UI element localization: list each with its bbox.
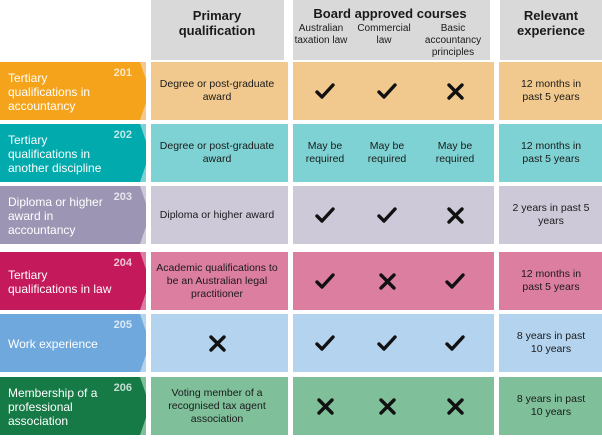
board-course-cell [356,377,418,435]
board-course-cell [296,377,354,435]
primary-qualification-text: Academic qualifications to be an Austral… [156,261,278,300]
check-icon [377,206,397,224]
column-divider [146,0,151,440]
row-label-text: Tertiary qualifications in another disci… [8,133,102,175]
board-course-text: May be required [435,140,475,165]
row-label: Tertiary qualifications in another disci… [0,124,140,182]
header-board-col-commercial: Commercial law [357,23,411,46]
board-course-cell [422,377,488,435]
board-course-cell: May be required [422,124,488,182]
header-primary-label: Primary qualification [178,8,256,38]
primary-qualification-cell: Degree or post-graduate award [152,124,282,182]
header-primary: Primary qualification [150,0,284,60]
check-icon [315,206,335,224]
board-course-cell [296,252,354,310]
row-label-text: Tertiary qualifications in accountancy [8,71,91,113]
check-icon [315,334,335,352]
experience-text: 12 months in past 5 years [520,268,582,293]
experience-cell: 12 months in past 5 years [502,62,600,120]
check-icon [445,272,465,290]
header-experience: Relevant experience [500,0,602,60]
row-number: 206 [113,382,132,394]
experience-text: 12 months in past 5 years [520,140,582,165]
row-arrow [140,186,150,244]
cross-icon [208,334,226,352]
row-label: Work experience 205 [0,314,140,372]
primary-qualification-cell: Academic qualifications to be an Austral… [152,252,282,310]
experience-text: 8 years in past 10 years [516,330,586,355]
primary-qualification-text: Voting member of a recognised tax agent … [168,386,266,425]
row-label-text: Work experience [8,337,98,351]
primary-qualification-cell [152,314,282,372]
row-label-text: Membership of a professional association [8,386,98,428]
cross-icon [446,82,464,100]
check-icon [445,334,465,352]
cross-icon [316,397,334,415]
row-label-text: Tertiary qualifications in law [8,268,112,296]
row-label-text: Diploma or higher award in accountancy [8,195,103,237]
row-label: Tertiary qualifications in accountancy 20… [0,62,140,120]
board-course-cell [422,62,488,120]
board-course-text: May be required [367,140,407,165]
row-number: 205 [113,319,132,331]
experience-cell: 8 years in past 10 years [502,377,600,435]
row-arrow [140,62,150,120]
header-experience-label: Relevant experience [517,8,585,38]
row-number: 204 [113,257,132,269]
board-course-cell: May be required [356,124,418,182]
row-label: Diploma or higher award in accountancy 20… [0,186,140,244]
column-divider [494,0,499,440]
board-course-cell [296,62,354,120]
header-board: Board approved courses Australian taxati… [290,0,490,60]
row-number: 201 [113,67,132,79]
experience-text: 2 years in past 5 years [512,202,590,227]
experience-cell: 2 years in past 5 years [502,186,600,244]
primary-qualification-text: Diploma or higher award [159,208,275,221]
row-arrow [140,314,150,372]
row-label: Membership of a professional association… [0,377,140,435]
cross-icon [446,206,464,224]
experience-text: 12 months in past 5 years [520,78,582,103]
check-icon [315,82,335,100]
board-course-cell [296,186,354,244]
experience-cell: 8 years in past 10 years [502,314,600,372]
board-course-cell [356,62,418,120]
board-course-cell [356,252,418,310]
primary-qualification-cell: Voting member of a recognised tax agent … [152,377,282,435]
experience-text: 8 years in past 10 years [516,393,586,418]
experience-cell: 12 months in past 5 years [502,252,600,310]
row-arrow [140,377,150,435]
header-board-label: Board approved courses [313,6,467,21]
board-course-cell [356,314,418,372]
row-number: 203 [113,191,132,203]
row-number: 202 [113,129,132,141]
cross-icon [446,397,464,415]
header-board-col-accountancy: Basic accountancy principles [424,23,482,58]
board-course-text: May be required [305,140,345,165]
primary-qualification-cell: Degree or post-graduate award [152,62,282,120]
cross-icon [378,397,396,415]
column-divider [288,0,293,440]
board-course-cell [356,186,418,244]
board-course-cell [422,186,488,244]
board-course-cell [422,252,488,310]
cross-icon [378,272,396,290]
header-board-col-tax: Australian taxation law [294,23,348,46]
primary-qualification-cell: Diploma or higher award [152,186,282,244]
row-label: Tertiary qualifications in law 204 [0,252,140,310]
board-course-cell: May be required [296,124,354,182]
check-icon [315,272,335,290]
board-course-cell [296,314,354,372]
check-icon [377,82,397,100]
primary-qualification-text: Degree or post-graduate award [159,78,275,103]
row-arrow [140,124,150,182]
experience-cell: 12 months in past 5 years [502,124,600,182]
check-icon [377,334,397,352]
row-arrow [140,252,150,310]
board-course-cell [422,314,488,372]
primary-qualification-text: Degree or post-graduate award [159,140,275,165]
